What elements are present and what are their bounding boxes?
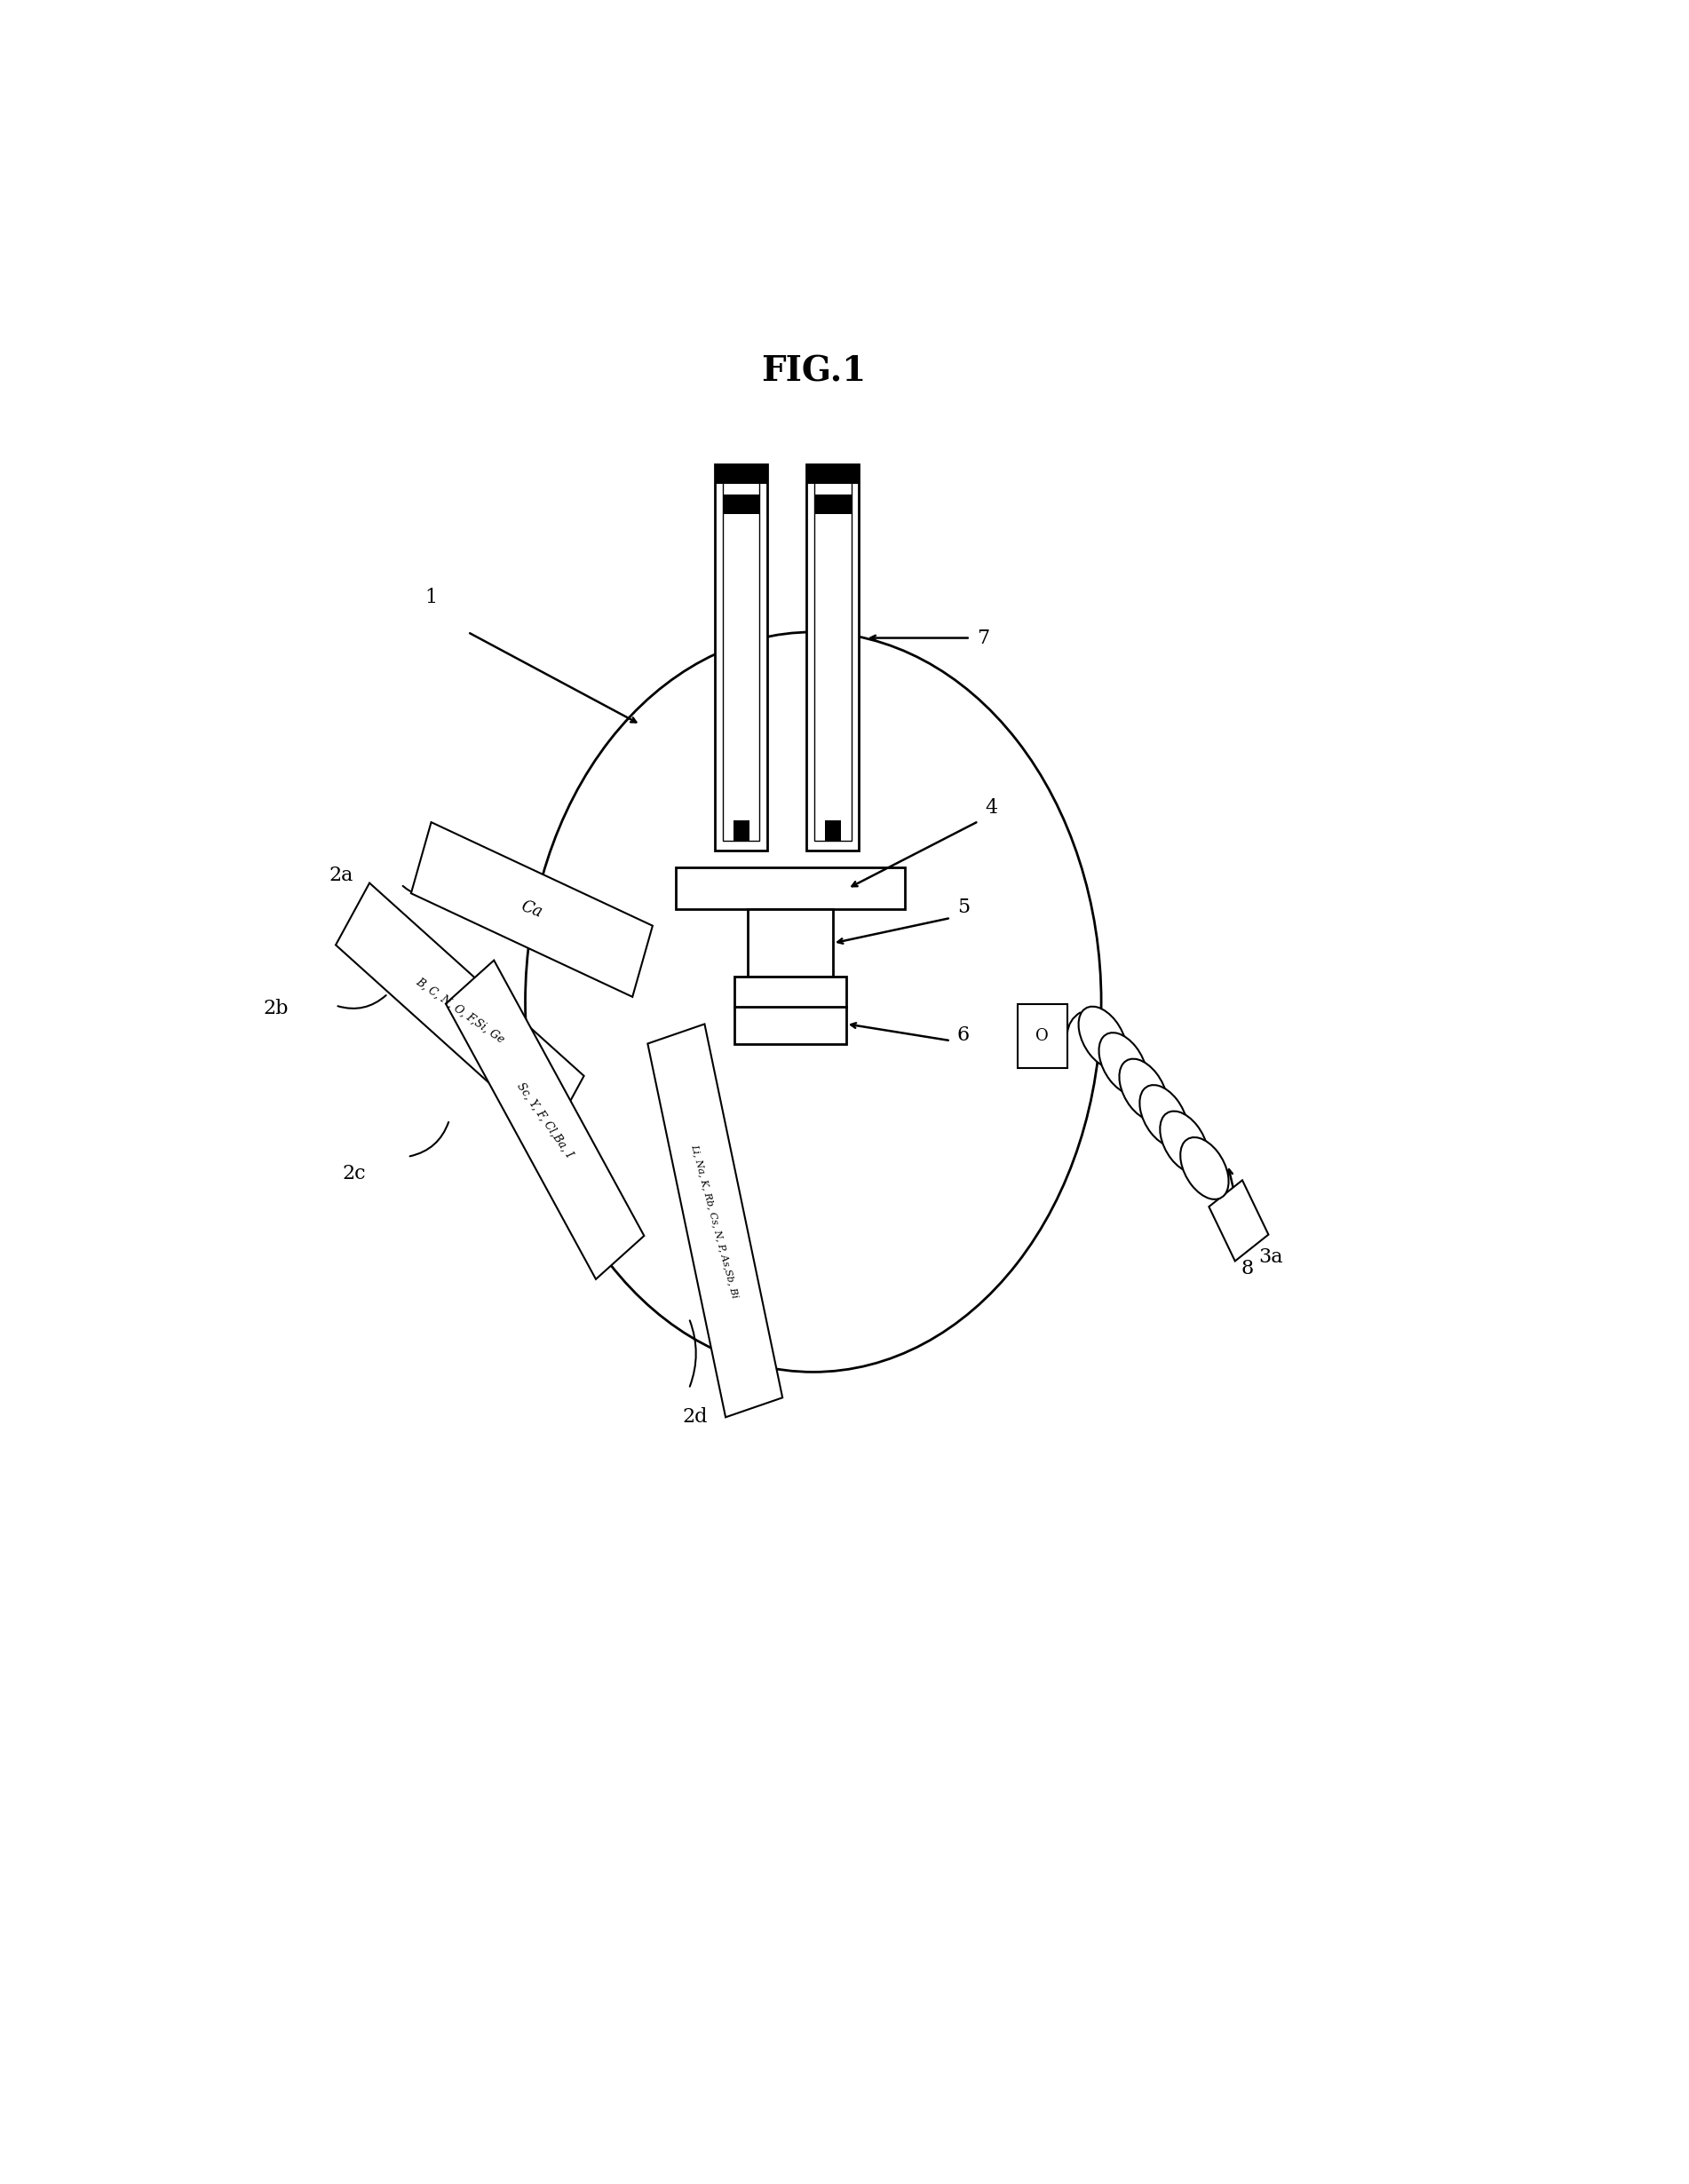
Bar bbox=[807, 463, 860, 850]
Text: B, C, N, O, F,Si, Ge: B, C, N, O, F,Si, Ge bbox=[414, 976, 507, 1046]
Text: 2c: 2c bbox=[341, 1164, 365, 1184]
Bar bbox=[814, 474, 851, 841]
Text: 4: 4 bbox=[985, 797, 998, 817]
Ellipse shape bbox=[1181, 1138, 1228, 1199]
Polygon shape bbox=[1209, 1179, 1268, 1260]
Polygon shape bbox=[446, 961, 644, 1280]
Bar bbox=[748, 909, 833, 976]
Bar bbox=[723, 474, 760, 841]
Bar bbox=[814, 494, 851, 513]
Ellipse shape bbox=[1079, 1007, 1127, 1068]
Bar bbox=[676, 867, 905, 909]
Text: 2d: 2d bbox=[682, 1406, 708, 1426]
Bar bbox=[723, 494, 760, 513]
Text: 2b: 2b bbox=[263, 998, 289, 1018]
Text: FIG.1: FIG.1 bbox=[760, 354, 866, 389]
Bar bbox=[714, 463, 767, 485]
Text: Ca: Ca bbox=[519, 898, 546, 922]
Polygon shape bbox=[410, 821, 652, 996]
Text: 6: 6 bbox=[958, 1026, 969, 1046]
Bar bbox=[1017, 1005, 1067, 1068]
Polygon shape bbox=[336, 882, 584, 1138]
Text: 1: 1 bbox=[424, 587, 437, 607]
Text: 3a: 3a bbox=[1258, 1247, 1282, 1267]
Ellipse shape bbox=[1140, 1085, 1187, 1147]
Bar bbox=[824, 821, 841, 841]
Ellipse shape bbox=[1120, 1059, 1167, 1120]
Ellipse shape bbox=[1100, 1033, 1147, 1094]
Bar bbox=[714, 463, 767, 850]
Bar bbox=[807, 463, 860, 485]
Text: 8: 8 bbox=[1241, 1258, 1253, 1278]
Ellipse shape bbox=[1160, 1112, 1208, 1173]
Text: 5: 5 bbox=[958, 898, 969, 917]
Text: Li, Na, K, Rb, Cs, N, P, As,Sb, Bi: Li, Na, K, Rb, Cs, N, P, As,Sb, Bi bbox=[691, 1142, 740, 1299]
Text: 2a: 2a bbox=[329, 865, 353, 885]
Text: 7: 7 bbox=[976, 629, 990, 649]
Bar bbox=[733, 821, 750, 841]
Text: Sc, Y, F, Cl,Ba, I: Sc, Y, F, Cl,Ba, I bbox=[515, 1081, 576, 1160]
Polygon shape bbox=[647, 1024, 782, 1417]
Text: O: O bbox=[1035, 1029, 1049, 1044]
Bar bbox=[735, 976, 846, 1044]
